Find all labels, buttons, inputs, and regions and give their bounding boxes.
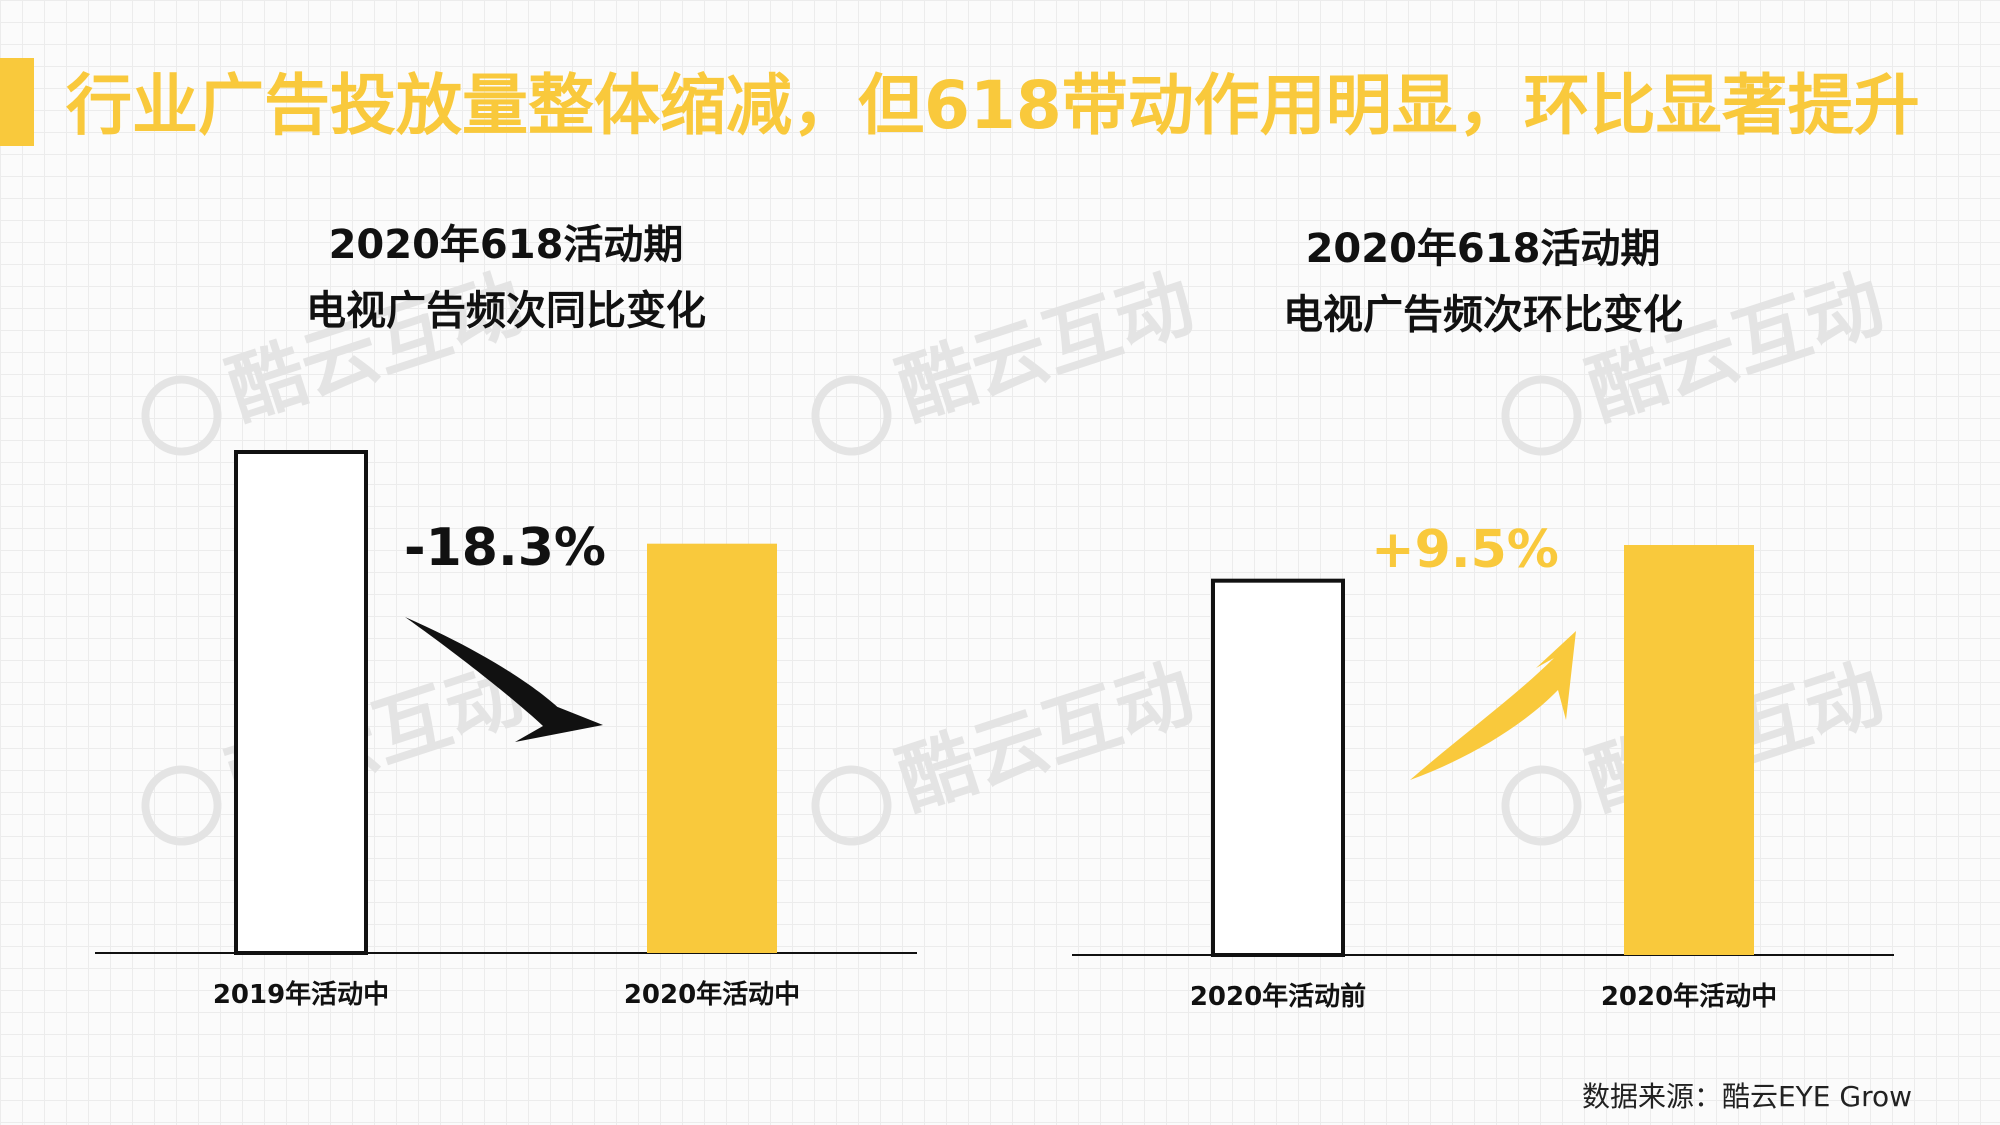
chart-mom: 2020年618活动期 电视广告频次环比变化 2020年活动前 2020年活动中 +… — [1072, 0, 1894, 1125]
chart-title-line2: 电视广告频次环比变化 — [1283, 292, 1683, 338]
category-label: 2019年活动中 — [213, 979, 389, 1010]
title-accent-bar — [0, 58, 34, 146]
category-label: 2020年活动中 — [624, 979, 800, 1010]
chart-title-line1: 2020年618活动期 — [1305, 226, 1661, 272]
category-label: 2020年活动前 — [1190, 981, 1366, 1012]
bar-2 — [1624, 545, 1754, 955]
change-annotation: +9.5% — [1371, 520, 1559, 580]
bar-2 — [647, 543, 777, 953]
bar-1 — [1211, 578, 1345, 957]
down-arrow-icon — [405, 617, 603, 742]
chart-plot: 2019年活动中 2020年活动中 -18.3% — [95, 450, 917, 1010]
chart-title-line1: 2020年618活动期 — [328, 222, 684, 268]
chart-plot: 2020年活动前 2020年活动中 +9.5% — [1072, 520, 1894, 1012]
chart-yoy: 2020年618活动期 电视广告频次同比变化 2019年活动中 2020年活动中 -… — [95, 0, 917, 1125]
change-annotation: -18.3% — [404, 518, 606, 578]
chart-title-line2: 电视广告频次同比变化 — [306, 288, 706, 334]
category-label: 2020年活动中 — [1601, 981, 1777, 1012]
page-title: 行业广告投放量整体缩减，但618带动作用明显，环比显著提升 — [66, 67, 1920, 144]
up-arrow-icon — [1410, 631, 1576, 780]
data-source: 数据来源：酷云EYE Grow — [1581, 1080, 1912, 1113]
bar-1 — [234, 450, 368, 955]
